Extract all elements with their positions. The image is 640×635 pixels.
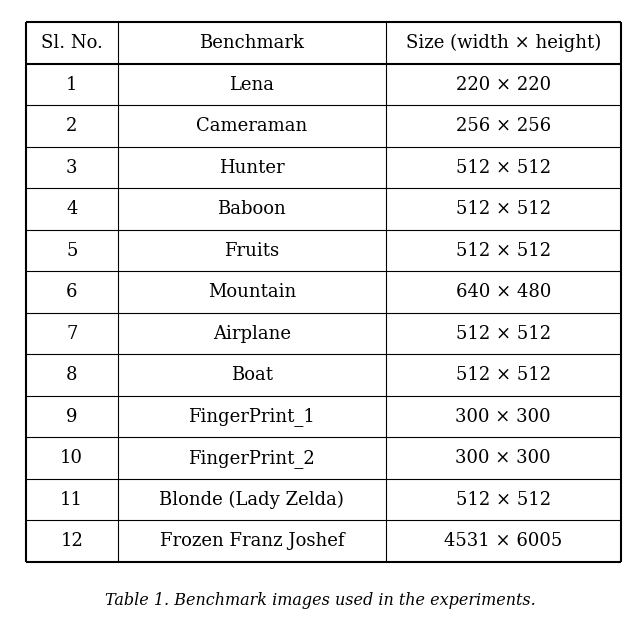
Text: Lena: Lena <box>229 76 275 93</box>
Text: 220 × 220: 220 × 220 <box>456 76 551 93</box>
Text: Cameraman: Cameraman <box>196 117 307 135</box>
Text: Mountain: Mountain <box>207 283 296 301</box>
Text: 2: 2 <box>66 117 77 135</box>
Text: 512 × 512: 512 × 512 <box>456 324 551 343</box>
Text: 11: 11 <box>60 491 83 509</box>
Text: 300 × 300: 300 × 300 <box>456 408 551 425</box>
Text: 4531 × 6005: 4531 × 6005 <box>444 532 563 550</box>
Text: Frozen Franz Joshef: Frozen Franz Joshef <box>159 532 344 550</box>
Text: Size (width × height): Size (width × height) <box>406 34 601 52</box>
Text: Fruits: Fruits <box>224 241 279 260</box>
Text: 6: 6 <box>66 283 77 301</box>
Text: 512 × 512: 512 × 512 <box>456 366 551 384</box>
Text: 12: 12 <box>60 532 83 550</box>
Text: 512 × 512: 512 × 512 <box>456 491 551 509</box>
Text: Table 1. Benchmark images used in the experiments.: Table 1. Benchmark images used in the ex… <box>104 592 536 608</box>
Text: 300 × 300: 300 × 300 <box>456 449 551 467</box>
Text: 8: 8 <box>66 366 77 384</box>
Text: 4: 4 <box>66 200 77 218</box>
Text: 5: 5 <box>66 241 77 260</box>
Text: Boat: Boat <box>231 366 273 384</box>
Text: FingerPrint_1: FingerPrint_1 <box>188 407 316 426</box>
Text: Baboon: Baboon <box>218 200 286 218</box>
Text: Sl. No.: Sl. No. <box>41 34 102 52</box>
Text: Airplane: Airplane <box>212 324 291 343</box>
Text: Benchmark: Benchmark <box>199 34 304 52</box>
Text: 7: 7 <box>66 324 77 343</box>
Text: Blonde (Lady Zelda): Blonde (Lady Zelda) <box>159 491 344 509</box>
Text: 640 × 480: 640 × 480 <box>456 283 551 301</box>
Text: 1: 1 <box>66 76 77 93</box>
Text: 3: 3 <box>66 159 77 177</box>
Text: Hunter: Hunter <box>219 159 285 177</box>
Text: 9: 9 <box>66 408 77 425</box>
Text: 256 × 256: 256 × 256 <box>456 117 551 135</box>
Text: 10: 10 <box>60 449 83 467</box>
Text: 512 × 512: 512 × 512 <box>456 159 551 177</box>
Text: 512 × 512: 512 × 512 <box>456 200 551 218</box>
Text: FingerPrint_2: FingerPrint_2 <box>188 449 315 467</box>
Text: 512 × 512: 512 × 512 <box>456 241 551 260</box>
